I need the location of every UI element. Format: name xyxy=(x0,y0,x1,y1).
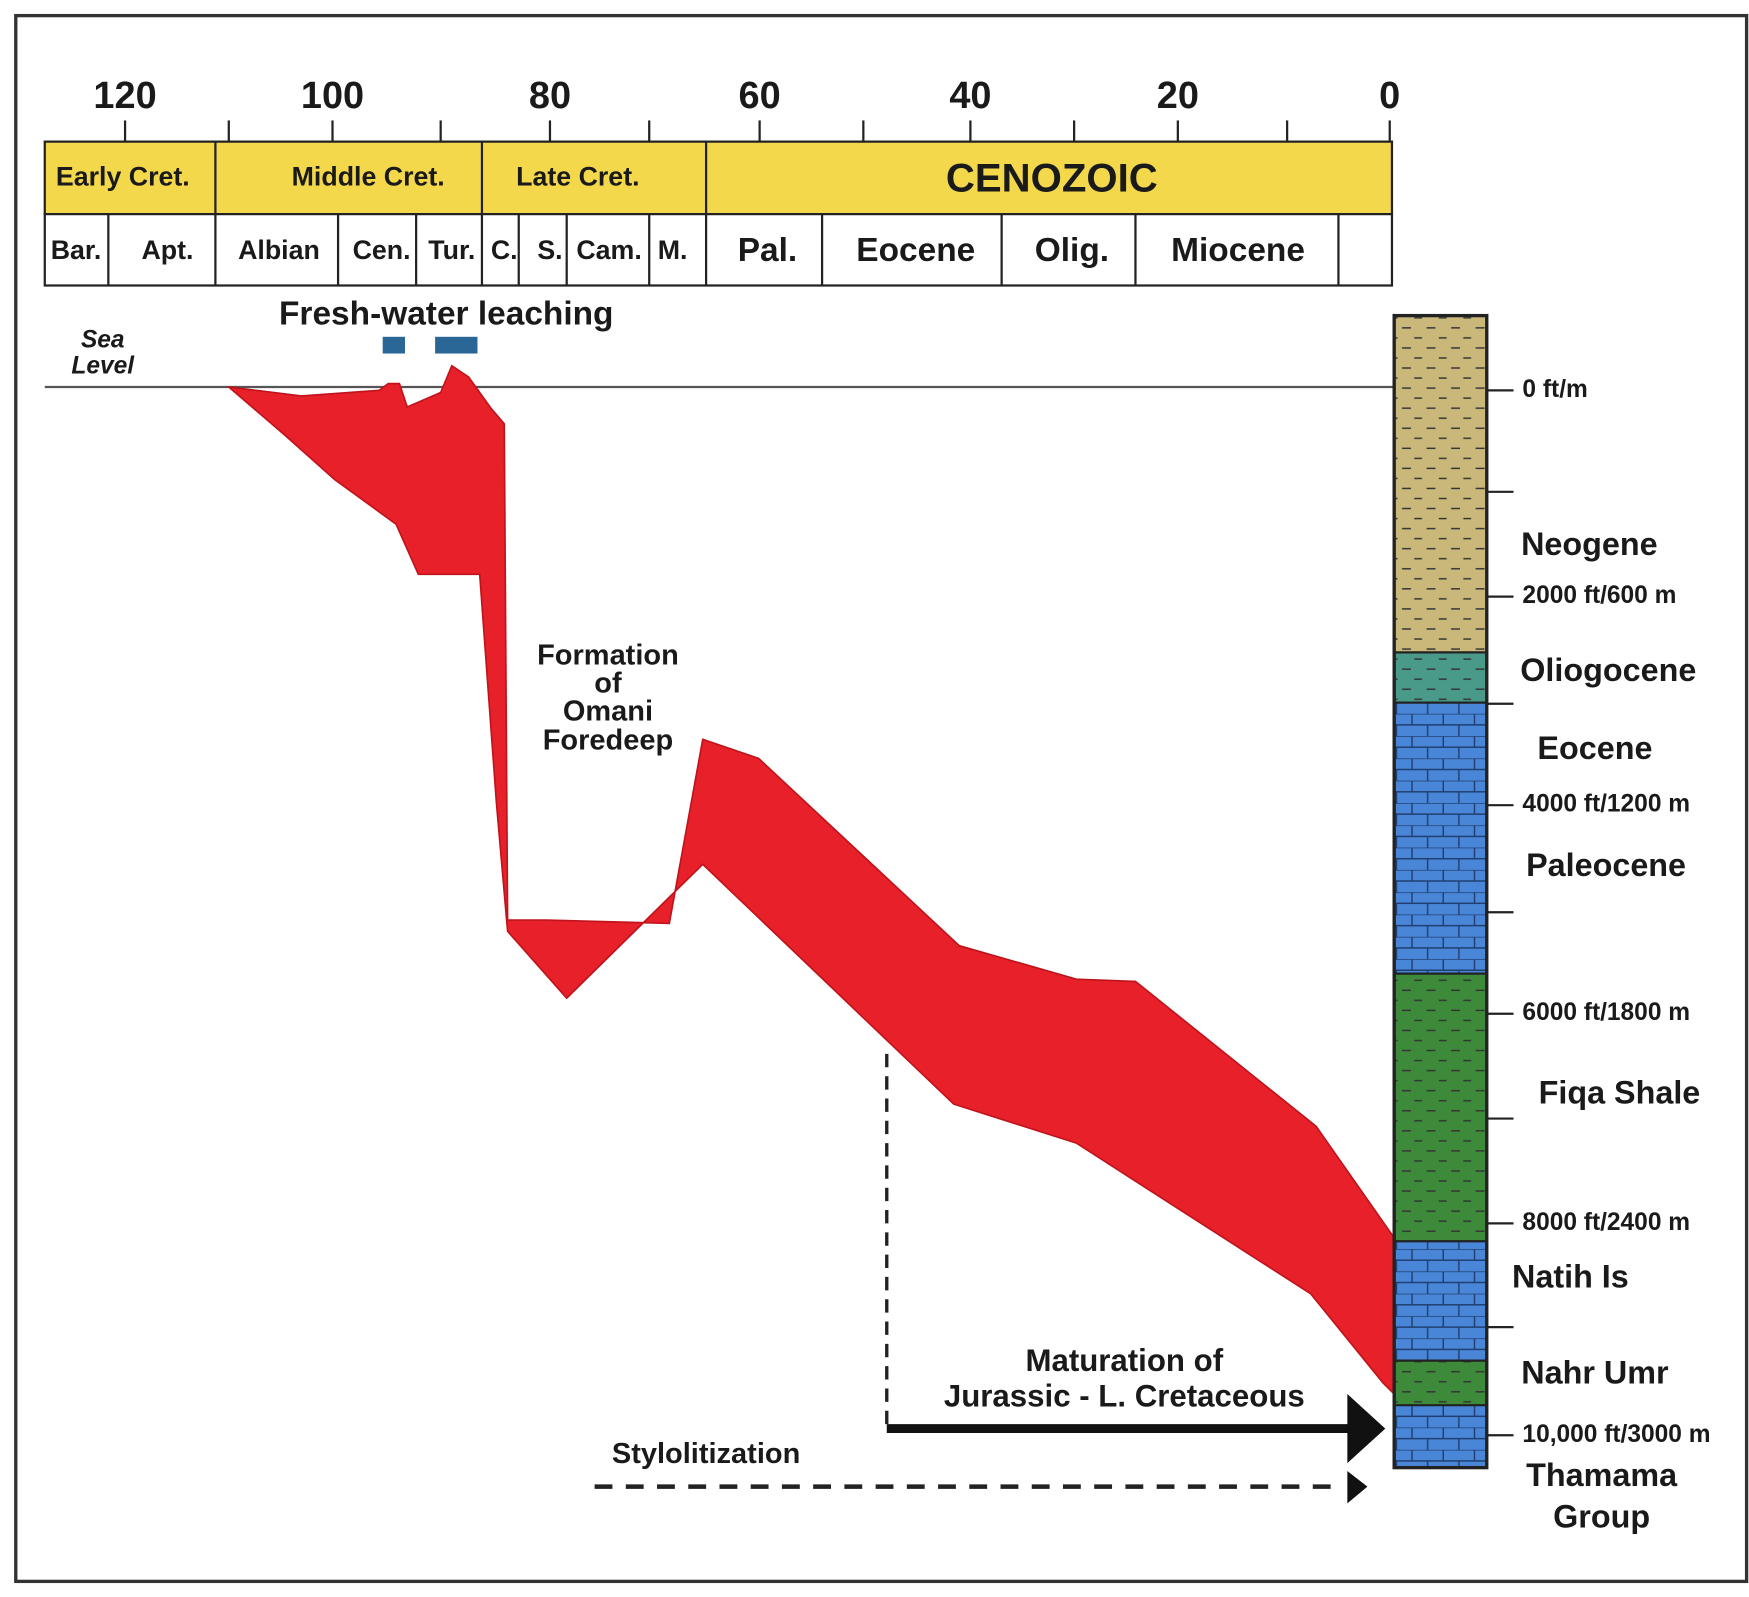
unit-label: Nahr Umr xyxy=(1521,1355,1669,1391)
annotation: Sea xyxy=(81,327,125,354)
stage-label: Olig. xyxy=(1035,232,1109,269)
annotation: Level xyxy=(71,352,135,379)
unit-label: Thamama xyxy=(1526,1457,1678,1493)
unit-label: Neogene xyxy=(1521,526,1658,562)
unit-label: Natih Is xyxy=(1512,1259,1629,1295)
stage-label: C. xyxy=(491,235,518,265)
stage-label: Eocene xyxy=(856,232,975,269)
time-tick-label: 0 xyxy=(1379,75,1400,117)
leaching-bar xyxy=(435,337,477,354)
annotation: Foredeep xyxy=(543,724,673,756)
stage-label: M. xyxy=(658,235,688,265)
time-tick-label: 80 xyxy=(529,75,571,117)
depth-label: 8000 ft/2400 m xyxy=(1522,1209,1690,1236)
strat-column xyxy=(1394,316,1487,1468)
unit-label: Paleocene xyxy=(1526,847,1686,883)
annotation: Maturation of xyxy=(1025,1343,1223,1378)
depth-label: 4000 ft/1200 m xyxy=(1522,791,1690,818)
depth-label: 0 ft/m xyxy=(1522,376,1587,403)
column-pattern xyxy=(1394,652,1487,702)
column-pattern xyxy=(1394,703,1487,974)
time-tick-label: 60 xyxy=(739,75,781,117)
era-label: Early Cret. xyxy=(56,161,190,191)
stage-label: Cen. xyxy=(353,235,411,265)
time-tick-label: 40 xyxy=(949,75,991,117)
time-tick-label: 20 xyxy=(1157,75,1199,117)
column-pattern xyxy=(1394,1361,1487,1406)
burial-history-diagram: 120 100 80 60 40 20 0 Early Cret. Middle Cret. La… xyxy=(0,0,1749,1597)
stage-label: Cam. xyxy=(576,235,641,265)
stage-label: Tur. xyxy=(428,235,475,265)
annotation: Stylolitization xyxy=(612,1438,800,1470)
leaching-bar xyxy=(383,337,405,354)
stage-label: Bar. xyxy=(51,235,102,265)
column-pattern xyxy=(1394,974,1487,1242)
column-pattern xyxy=(1394,1405,1487,1467)
era-label: Late Cret. xyxy=(516,161,639,191)
stage-label: Miocene xyxy=(1171,232,1305,269)
time-tick-label: 120 xyxy=(93,75,156,117)
stage-label: Apt. xyxy=(141,235,193,265)
unit-label: Fiqa Shale xyxy=(1539,1075,1701,1111)
stage-label: S. xyxy=(537,235,562,265)
era-row xyxy=(45,142,1392,214)
column-pattern xyxy=(1394,316,1487,653)
time-tick-label: 100 xyxy=(301,75,364,117)
annotation: Jurassic - L. Cretaceous xyxy=(944,1379,1305,1414)
page: {"time_axis": {"ticks": [120, 100, 80, 6… xyxy=(0,0,1749,1597)
annotation: Omani xyxy=(563,695,653,727)
depth-label: 2000 ft/600 m xyxy=(1522,582,1676,609)
column-pattern xyxy=(1394,1241,1487,1360)
annotation: Fresh-water leaching xyxy=(279,295,613,332)
stage-label: Pal. xyxy=(738,232,797,269)
depth-label: 10,000 ft/3000 m xyxy=(1522,1421,1710,1448)
era-label: Middle Cret. xyxy=(292,161,445,191)
unit-label: Eocene xyxy=(1537,730,1652,766)
era-label: CENOZOIC xyxy=(946,155,1158,200)
unit-label: Oliogocene xyxy=(1520,652,1696,688)
unit-label: Group xyxy=(1553,1498,1650,1534)
stage-label: Albian xyxy=(238,235,320,265)
depth-label: 6000 ft/1800 m xyxy=(1522,999,1690,1026)
